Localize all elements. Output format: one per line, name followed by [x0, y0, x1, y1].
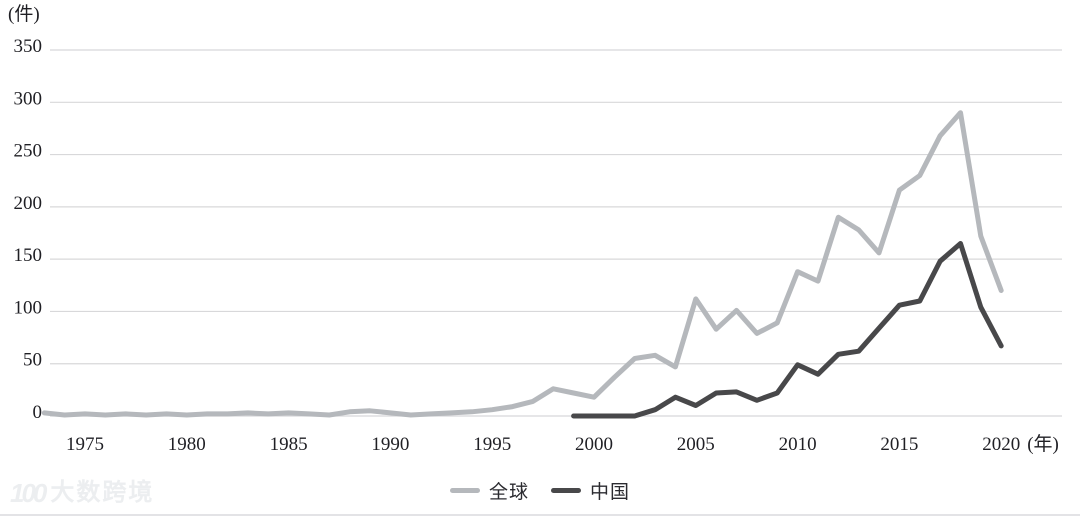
- series-line-global: [41, 110, 1004, 418]
- watermark-text: 大数跨境: [50, 479, 155, 506]
- y-tick-label: 0: [33, 402, 43, 423]
- y-tick-label: 300: [14, 88, 43, 109]
- chart-legend: 全球 中国: [0, 477, 1080, 504]
- x-tick-label: 2015: [880, 434, 918, 455]
- x-tick-label: 2010: [779, 434, 817, 455]
- watermark: 100 大数跨境: [10, 480, 154, 506]
- series-line-china: [571, 241, 1004, 419]
- y-tick-label: 250: [14, 141, 43, 162]
- page-bottom-divider: [0, 514, 1080, 516]
- x-tick-label: 1975: [66, 434, 104, 455]
- x-tick-label: 1995: [473, 434, 511, 455]
- legend-label: 中国: [590, 482, 631, 503]
- x-axis-unit-label: (年): [1027, 433, 1059, 455]
- y-axis-unit-label: (件): [8, 3, 40, 25]
- y-tick-label: 100: [14, 297, 43, 318]
- y-tick-label: 350: [14, 36, 43, 57]
- watermark-logo-icon: 100: [10, 478, 47, 508]
- legend-label: 全球: [488, 482, 529, 503]
- legend-swatch: [551, 488, 581, 493]
- legend-item: 中国: [551, 477, 630, 504]
- legend-swatch: [449, 488, 480, 493]
- y-tick-label: 50: [23, 350, 42, 371]
- y-tick-label: 150: [14, 245, 43, 266]
- y-tick-label: 200: [14, 193, 43, 214]
- legend-item: 全球: [449, 477, 529, 504]
- x-tick-label: 1980: [168, 434, 206, 455]
- x-tick-label: 1985: [270, 434, 308, 455]
- x-tick-label: 2000: [575, 434, 613, 455]
- x-tick-label: 2020: [982, 434, 1020, 455]
- x-tick-label: 2005: [677, 434, 715, 455]
- x-tick-label: 1990: [371, 434, 409, 455]
- line-chart: 0 50 100 150 200 250 300 350 (件) 1975 1980 1985 1990…: [8, 3, 1062, 455]
